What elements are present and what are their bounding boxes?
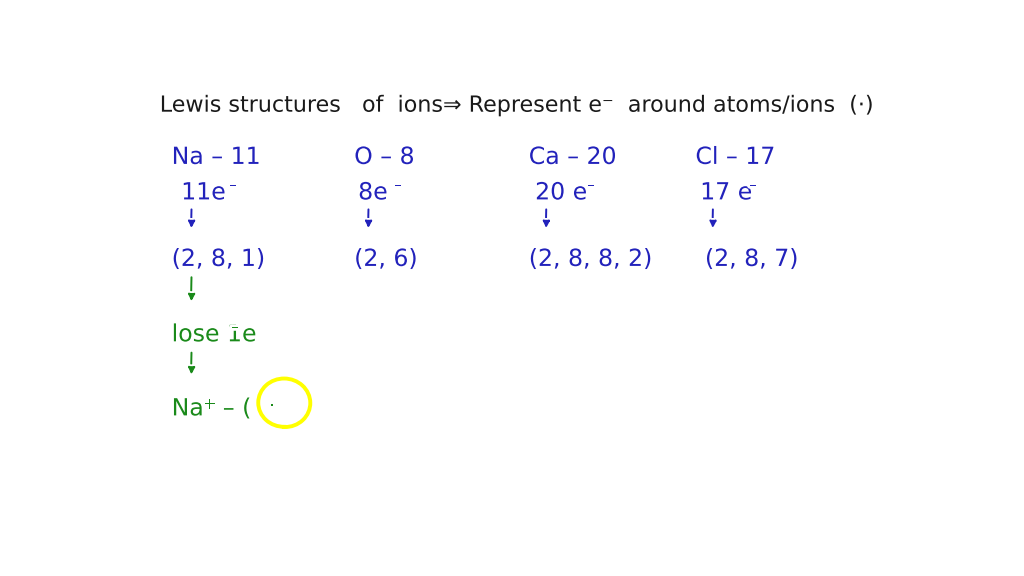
Text: (2, 8, 1): (2, 8, 1) <box>172 247 264 271</box>
Text: 17 e: 17 e <box>700 180 752 204</box>
Text: (2, 8, 8, 2): (2, 8, 8, 2) <box>528 247 652 271</box>
Text: lose 1e: lose 1e <box>172 323 256 346</box>
Text: 20 e: 20 e <box>536 180 587 204</box>
Text: (2, 8, 7): (2, 8, 7) <box>705 247 798 271</box>
Text: ⁻: ⁻ <box>394 181 401 196</box>
Text: Na: Na <box>172 396 204 420</box>
Text: Na – 11: Na – 11 <box>172 145 260 169</box>
Text: 8e: 8e <box>358 180 388 204</box>
Text: ⁻: ⁻ <box>228 181 237 196</box>
Text: Ca – 20: Ca – 20 <box>528 145 616 169</box>
Text: ·: · <box>268 394 275 418</box>
Text: +: + <box>204 396 216 411</box>
Text: – (: – ( <box>215 396 251 420</box>
Text: (2, 6): (2, 6) <box>354 247 418 271</box>
Text: O – 8: O – 8 <box>354 145 415 169</box>
Text: Cl – 17: Cl – 17 <box>695 145 775 169</box>
Text: Lewis structures   of  ions⇒ Represent e⁻  around atoms/ions  (·): Lewis structures of ions⇒ Represent e⁻ a… <box>160 96 876 116</box>
Text: ⁻: ⁻ <box>749 181 757 196</box>
Text: ⁻: ⁻ <box>231 323 240 338</box>
Text: ⁻: ⁻ <box>587 181 595 196</box>
Text: 11e: 11e <box>181 180 225 204</box>
